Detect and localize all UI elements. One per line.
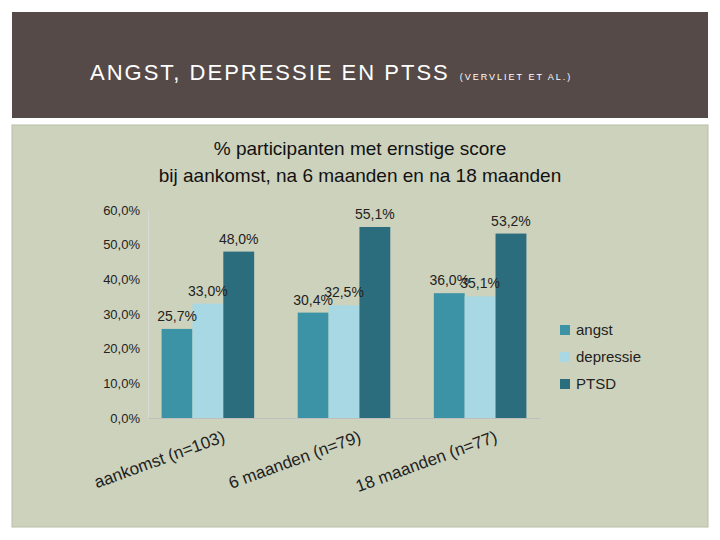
x-axis: aankomst (n=103)6 maanden (n=79)18 maand… — [92, 418, 541, 496]
y-tick: 10,0% — [103, 376, 148, 391]
y-axis-line — [148, 211, 149, 419]
x-tick-label: 6 maanden (n=79) — [226, 427, 363, 493]
y-tick: 60,0% — [103, 203, 148, 218]
y-tick-label: 60,0% — [103, 203, 140, 218]
bar — [298, 313, 329, 418]
bars — [162, 227, 527, 418]
chart-title-line: bij aankomst, na 6 maanden en na 18 maan… — [159, 165, 561, 186]
x-tick-label: 18 maanden (n=77) — [353, 427, 499, 496]
data-label: 35,1% — [460, 275, 500, 291]
y-tick: 50,0% — [103, 237, 148, 252]
legend-swatch — [560, 325, 570, 335]
y-tick-label: 10,0% — [103, 376, 140, 391]
x-axis-line — [149, 418, 541, 419]
bar — [434, 293, 465, 418]
legend-swatch — [560, 352, 570, 362]
bar — [496, 234, 527, 418]
legend-label: depressie — [576, 348, 641, 365]
y-tick-label: 30,0% — [103, 307, 140, 322]
bar — [465, 296, 496, 418]
y-tick: 30,0% — [103, 307, 148, 322]
bar — [162, 329, 193, 418]
x-tick: 18 maanden (n=77) — [353, 418, 499, 496]
y-axis: 0,0% 10,0% 20,0% 30,0% 40,0% 50,0% 60,0% — [103, 203, 148, 426]
y-tick-label: 40,0% — [103, 272, 140, 287]
y-tick-label: 50,0% — [103, 237, 140, 252]
legend-swatch — [560, 379, 570, 389]
data-labels: 25,7%30,4%36,0%33,0%32,5%35,1%48,0%55,1%… — [157, 206, 531, 324]
slide: ANGST, DEPRESSIE EN PTSS (VERVLIET ET AL.… — [0, 0, 720, 540]
y-tick: 0,0% — [110, 411, 148, 426]
legend-label: angst — [576, 321, 614, 338]
bar — [192, 304, 223, 418]
data-label: 33,0% — [188, 283, 228, 299]
bar — [329, 305, 360, 418]
y-tick: 20,0% — [103, 341, 148, 356]
header-bar — [12, 12, 708, 118]
y-tick: 40,0% — [103, 272, 148, 287]
data-label: 53,2% — [491, 213, 531, 229]
bar — [223, 252, 254, 418]
header-source: (VERVLIET ET AL.) — [460, 72, 573, 82]
data-label: 55,1% — [355, 206, 395, 222]
bar — [359, 227, 390, 418]
content-panel — [12, 125, 708, 527]
legend: angst depressie PTSD — [560, 321, 641, 392]
x-tick: aankomst (n=103) — [92, 418, 228, 492]
y-tick-label: 20,0% — [103, 341, 140, 356]
x-tick-label: aankomst (n=103) — [92, 427, 228, 492]
legend-label: PTSD — [576, 375, 616, 392]
data-label: 25,7% — [157, 308, 197, 324]
y-tick-label: 0,0% — [110, 411, 140, 426]
header-title: ANGST, DEPRESSIE EN PTSS (VERVLIET ET AL.… — [90, 60, 572, 85]
chart-title-line: % participanten met ernstige score — [214, 138, 507, 159]
chart-title: % participanten met ernstige score bij aa… — [159, 138, 561, 186]
header-title-text: ANGST, DEPRESSIE EN PTSS — [90, 60, 450, 85]
data-label: 48,0% — [219, 231, 259, 247]
data-label: 32,5% — [324, 284, 364, 300]
x-tick: 6 maanden (n=79) — [226, 418, 363, 493]
